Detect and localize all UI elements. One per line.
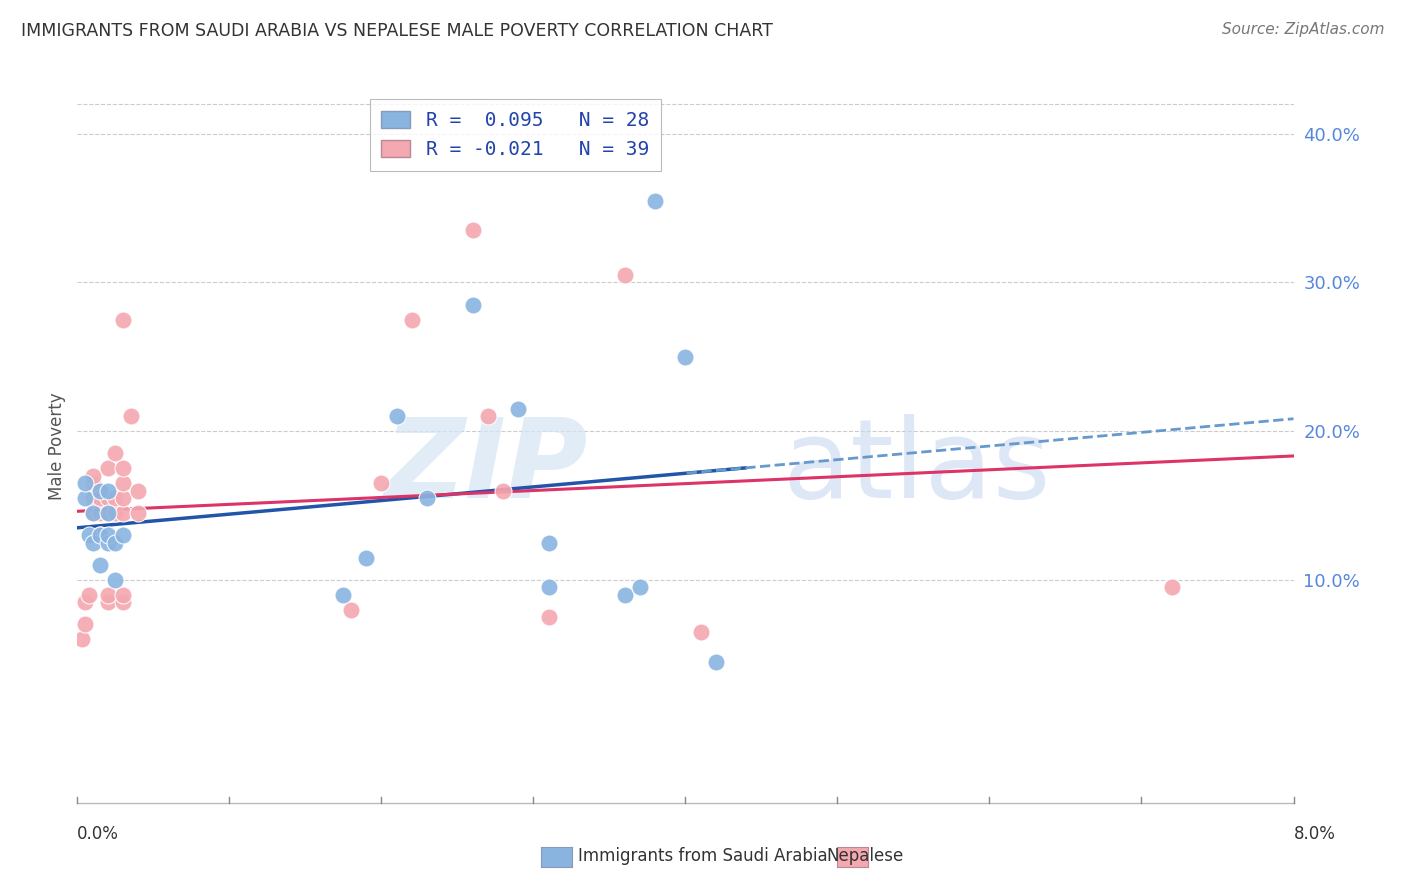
Point bbox=[89, 528, 111, 542]
Point bbox=[104, 506, 127, 520]
Point bbox=[104, 573, 127, 587]
Point bbox=[82, 535, 104, 549]
Point bbox=[97, 588, 120, 602]
Point bbox=[111, 588, 134, 602]
Y-axis label: Male Poverty: Male Poverty bbox=[48, 392, 66, 500]
Point bbox=[73, 491, 96, 505]
Point bbox=[97, 491, 120, 505]
Point bbox=[89, 483, 111, 498]
Point bbox=[73, 476, 96, 491]
Point bbox=[97, 595, 120, 609]
Text: Source: ZipAtlas.com: Source: ZipAtlas.com bbox=[1222, 22, 1385, 37]
Point bbox=[73, 617, 96, 632]
Point bbox=[111, 491, 134, 505]
Point bbox=[340, 602, 363, 616]
Text: 0.0%: 0.0% bbox=[77, 825, 120, 843]
Point bbox=[89, 528, 111, 542]
Text: ZIP: ZIP bbox=[385, 414, 588, 521]
Point bbox=[97, 483, 120, 498]
Text: atlas: atlas bbox=[783, 414, 1052, 521]
Point bbox=[689, 624, 711, 639]
Point bbox=[401, 312, 423, 326]
Text: Immigrants from Saudi Arabia: Immigrants from Saudi Arabia bbox=[578, 847, 828, 865]
Point bbox=[97, 535, 120, 549]
Point bbox=[537, 580, 560, 594]
Point bbox=[127, 506, 149, 520]
Point bbox=[492, 483, 515, 498]
Point bbox=[416, 491, 439, 505]
Text: 8.0%: 8.0% bbox=[1294, 825, 1336, 843]
Point bbox=[89, 506, 111, 520]
Point bbox=[70, 632, 93, 647]
Point bbox=[89, 491, 111, 505]
Text: Nepalese: Nepalese bbox=[827, 847, 903, 865]
Point bbox=[104, 446, 127, 460]
Legend: R =  0.095   N = 28, R = -0.021   N = 39: R = 0.095 N = 28, R = -0.021 N = 39 bbox=[370, 99, 661, 170]
Point bbox=[104, 491, 127, 505]
Point bbox=[73, 595, 96, 609]
Point bbox=[97, 461, 120, 475]
Point bbox=[97, 506, 120, 520]
Point bbox=[1161, 580, 1184, 594]
Point bbox=[111, 312, 134, 326]
Point bbox=[508, 401, 530, 416]
Point bbox=[613, 588, 636, 602]
Point bbox=[82, 468, 104, 483]
Point bbox=[354, 550, 377, 565]
Point bbox=[111, 476, 134, 491]
Point bbox=[127, 483, 149, 498]
Point bbox=[97, 506, 120, 520]
Point bbox=[675, 350, 697, 364]
Point bbox=[461, 298, 484, 312]
Point bbox=[79, 588, 101, 602]
Point bbox=[537, 535, 560, 549]
Point bbox=[370, 476, 392, 491]
Point bbox=[89, 558, 111, 572]
Point bbox=[613, 268, 636, 282]
Point bbox=[385, 409, 408, 424]
Point bbox=[111, 506, 134, 520]
Point bbox=[82, 506, 104, 520]
Point bbox=[537, 610, 560, 624]
Point bbox=[104, 535, 127, 549]
Point bbox=[477, 409, 499, 424]
Point bbox=[82, 506, 104, 520]
Point bbox=[332, 588, 354, 602]
Point bbox=[461, 223, 484, 237]
Point bbox=[79, 528, 101, 542]
Text: IMMIGRANTS FROM SAUDI ARABIA VS NEPALESE MALE POVERTY CORRELATION CHART: IMMIGRANTS FROM SAUDI ARABIA VS NEPALESE… bbox=[21, 22, 773, 40]
Point bbox=[704, 655, 727, 669]
Point bbox=[628, 580, 651, 594]
Point bbox=[97, 528, 120, 542]
Point bbox=[111, 461, 134, 475]
Point bbox=[120, 409, 142, 424]
Point bbox=[82, 491, 104, 505]
Point bbox=[111, 595, 134, 609]
Point bbox=[111, 528, 134, 542]
Point bbox=[644, 194, 666, 208]
Point bbox=[82, 476, 104, 491]
